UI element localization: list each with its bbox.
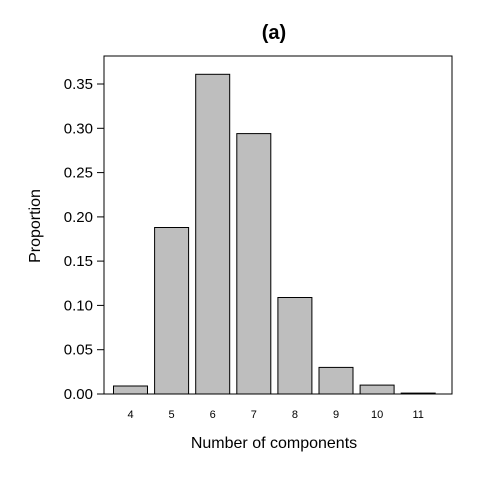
y-tick-label: 0.20: [64, 209, 93, 226]
x-tick-label: 4: [127, 409, 133, 421]
y-tick-label: 0.05: [64, 342, 93, 359]
bar-5: [154, 227, 190, 395]
x-tick-label: 10: [371, 409, 383, 421]
y-axis: 0.00 0.05 0.10 0.15 0.20 0.25 0.30 0.35: [64, 76, 104, 403]
bar-6: [195, 73, 231, 395]
x-tick-label: 5: [169, 409, 175, 421]
x-axis: 4 5 6 7 8 9 10 11: [127, 409, 423, 421]
y-tick-label: 0.00: [64, 386, 93, 403]
y-tick-label: 0.30: [64, 120, 93, 137]
x-tick-label: 9: [333, 409, 339, 421]
y-axis-label: Proportion: [27, 189, 44, 263]
bar-9: [318, 366, 354, 395]
x-tick-label: 6: [210, 409, 216, 421]
y-tick-label: 0.25: [64, 165, 93, 182]
y-tick-label: 0.35: [64, 76, 93, 93]
y-tick-label: 0.15: [64, 253, 93, 270]
bar-10: [359, 384, 395, 395]
y-tick-label: 0.10: [64, 297, 93, 314]
x-tick-label: 11: [412, 409, 423, 421]
x-axis-label: Number of components: [191, 435, 357, 452]
bar-11: [400, 392, 436, 395]
x-tick-label: 7: [251, 409, 257, 421]
bar-8: [277, 297, 313, 395]
x-tick-label: 8: [292, 409, 298, 421]
bar-4: [113, 385, 148, 395]
bars-group: [113, 73, 436, 395]
chart-title: (a): [262, 22, 286, 44]
bar-7: [236, 133, 272, 395]
